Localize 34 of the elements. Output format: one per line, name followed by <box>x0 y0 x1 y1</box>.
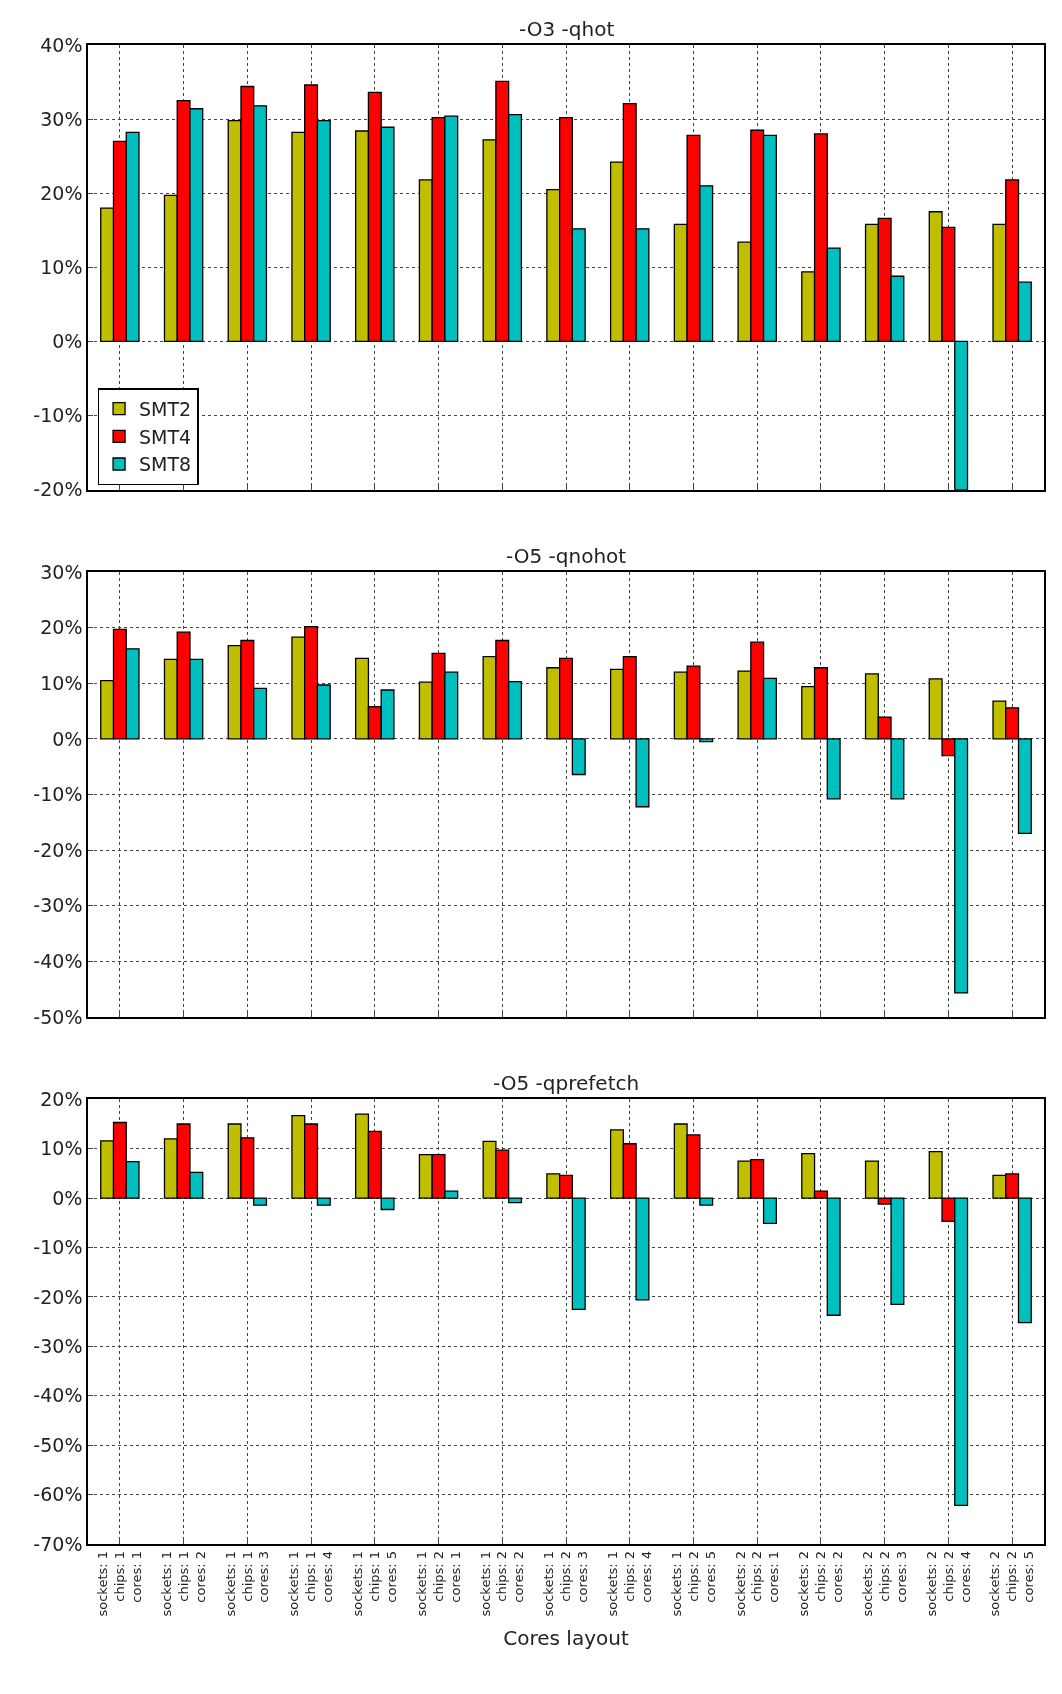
y-tick-label: 10% <box>40 1137 83 1160</box>
y-tick-label: -20% <box>33 838 83 861</box>
y-tick-label: 30% <box>40 560 83 583</box>
y-tick-label: 40% <box>40 33 83 56</box>
y-tick-label: -50% <box>33 1005 83 1028</box>
chart-title: -O5 -qprefetch <box>493 1071 640 1095</box>
y-tick-label: 20% <box>40 616 83 639</box>
y-tick-label: 20% <box>40 181 83 204</box>
y-tick-label: 10% <box>40 256 83 278</box>
chart-title: -O5 -qnohot <box>506 544 627 568</box>
y-tick-label: -20% <box>33 478 83 501</box>
y-tick-label: -70% <box>33 1532 83 1555</box>
y-tick-label: 0% <box>52 330 83 353</box>
x-axis-title: Cores layout <box>503 1625 629 1650</box>
y-tick-label: -20% <box>33 1285 83 1308</box>
y-tick-label: 0% <box>52 727 83 750</box>
y-tick-label: -50% <box>33 1433 83 1456</box>
legend-label: SMT4 <box>139 425 192 448</box>
y-tick-label: 0% <box>52 1186 83 1209</box>
y-tick-label: -30% <box>33 1335 83 1358</box>
y-tick-label: -30% <box>33 894 83 917</box>
y-tick-label: -60% <box>33 1483 83 1506</box>
y-tick-label: -10% <box>33 783 83 806</box>
x-tick-label: sockets: 1 chips: 1 cores: 1 <box>95 1550 144 1617</box>
legend-label: SMT2 <box>139 398 192 421</box>
legend-label: SMT8 <box>139 453 192 476</box>
y-tick-label: -10% <box>33 404 83 427</box>
y-tick-label: -40% <box>33 949 83 972</box>
y-tick-label: 10% <box>40 671 83 694</box>
y-tick-label: 20% <box>40 1087 83 1110</box>
y-tick-label: -40% <box>33 1384 83 1407</box>
y-tick-label: -10% <box>33 1236 83 1259</box>
y-tick-label: 30% <box>40 107 83 130</box>
chart-title: -O3 -qhot <box>519 17 615 41</box>
